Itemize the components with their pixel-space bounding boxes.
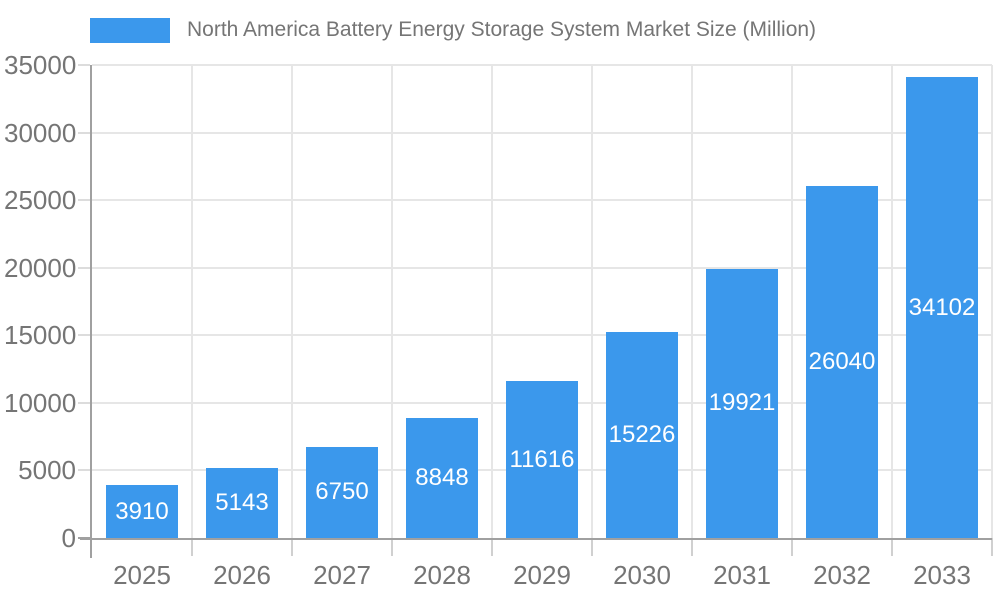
x-axis-line (80, 538, 992, 540)
bar-2027: 6750 (306, 446, 378, 538)
gridline-horizontal (92, 334, 992, 337)
x-axis-tick (291, 538, 293, 556)
x-axis-label: 2027 (313, 560, 371, 590)
bar-value-label: 19921 (708, 389, 776, 417)
y-axis-label: 20000 (4, 252, 77, 283)
x-axis-tick (491, 538, 493, 556)
bar-2032: 26040 (806, 186, 878, 538)
y-axis-label: 5000 (18, 455, 76, 486)
x-axis-tick (991, 538, 993, 556)
bar-value-label: 8848 (415, 464, 469, 492)
bar-2030: 15226 (606, 332, 678, 538)
y-axis-tick (78, 199, 90, 202)
bar-value-label: 15226 (608, 421, 676, 449)
y-axis-tick (78, 131, 90, 134)
bar-2031: 19921 (706, 268, 778, 538)
gridline-vertical (191, 65, 193, 538)
bar-2033: 34102 (906, 77, 978, 538)
x-axis-label: 2028 (413, 560, 471, 590)
gridline-vertical (391, 65, 393, 538)
x-axis-tick (691, 538, 693, 556)
gridline-vertical (691, 65, 693, 538)
x-axis-label: 2033 (913, 560, 971, 590)
x-axis-label: 2032 (813, 560, 871, 590)
x-axis-tick (591, 538, 593, 556)
gridline-horizontal (92, 131, 992, 134)
legend-label: North America Battery Energy Storage Sys… (187, 18, 817, 41)
x-axis-tick (191, 538, 193, 556)
x-axis-label: 2025 (113, 560, 171, 590)
y-axis-label: 15000 (4, 320, 77, 351)
bar-value-label: 6750 (315, 478, 369, 506)
gridline-vertical (291, 65, 293, 538)
bar-value-label: 5143 (215, 489, 269, 517)
gridline-horizontal (92, 266, 992, 269)
x-axis-label: 2026 (213, 560, 271, 590)
gridline-vertical (891, 65, 893, 538)
x-axis-label: 2029 (513, 560, 571, 590)
y-axis-tick (78, 266, 90, 269)
y-axis-label: 25000 (4, 185, 77, 216)
x-axis-label: 2031 (713, 560, 771, 590)
y-axis-tick (78, 469, 90, 472)
x-axis-tick (391, 538, 393, 556)
x-axis-tick (791, 538, 793, 556)
y-axis-line (90, 65, 92, 558)
bar-2026: 5143 (206, 468, 278, 538)
bar-2025: 3910 (106, 485, 178, 538)
bar-2028: 8848 (406, 418, 478, 538)
y-axis-label: 35000 (4, 50, 77, 80)
y-axis-label: 30000 (4, 117, 77, 148)
x-axis-tick (891, 538, 893, 556)
gridline-vertical (791, 65, 793, 538)
bar-value-label: 11616 (509, 445, 575, 473)
gridline-horizontal (92, 64, 992, 66)
chart-legend: North America Battery Energy Storage Sys… (90, 17, 816, 43)
gridline-horizontal (92, 199, 992, 202)
legend-swatch (90, 17, 170, 43)
y-axis-label: 10000 (4, 387, 77, 418)
bar-2029: 11616 (506, 381, 578, 538)
bar-value-label: 3910 (115, 497, 169, 525)
y-axis-tick (78, 334, 90, 337)
gridline-vertical (991, 65, 993, 538)
bar-value-label: 34102 (908, 293, 976, 321)
bar-value-label: 26040 (808, 348, 876, 376)
y-axis-tick (78, 401, 90, 404)
x-axis-label: 2030 (613, 560, 671, 590)
y-axis-label: 0 (61, 523, 76, 553)
gridline-vertical (491, 65, 493, 538)
gridline-vertical (591, 65, 593, 538)
y-axis-tick (78, 64, 90, 66)
